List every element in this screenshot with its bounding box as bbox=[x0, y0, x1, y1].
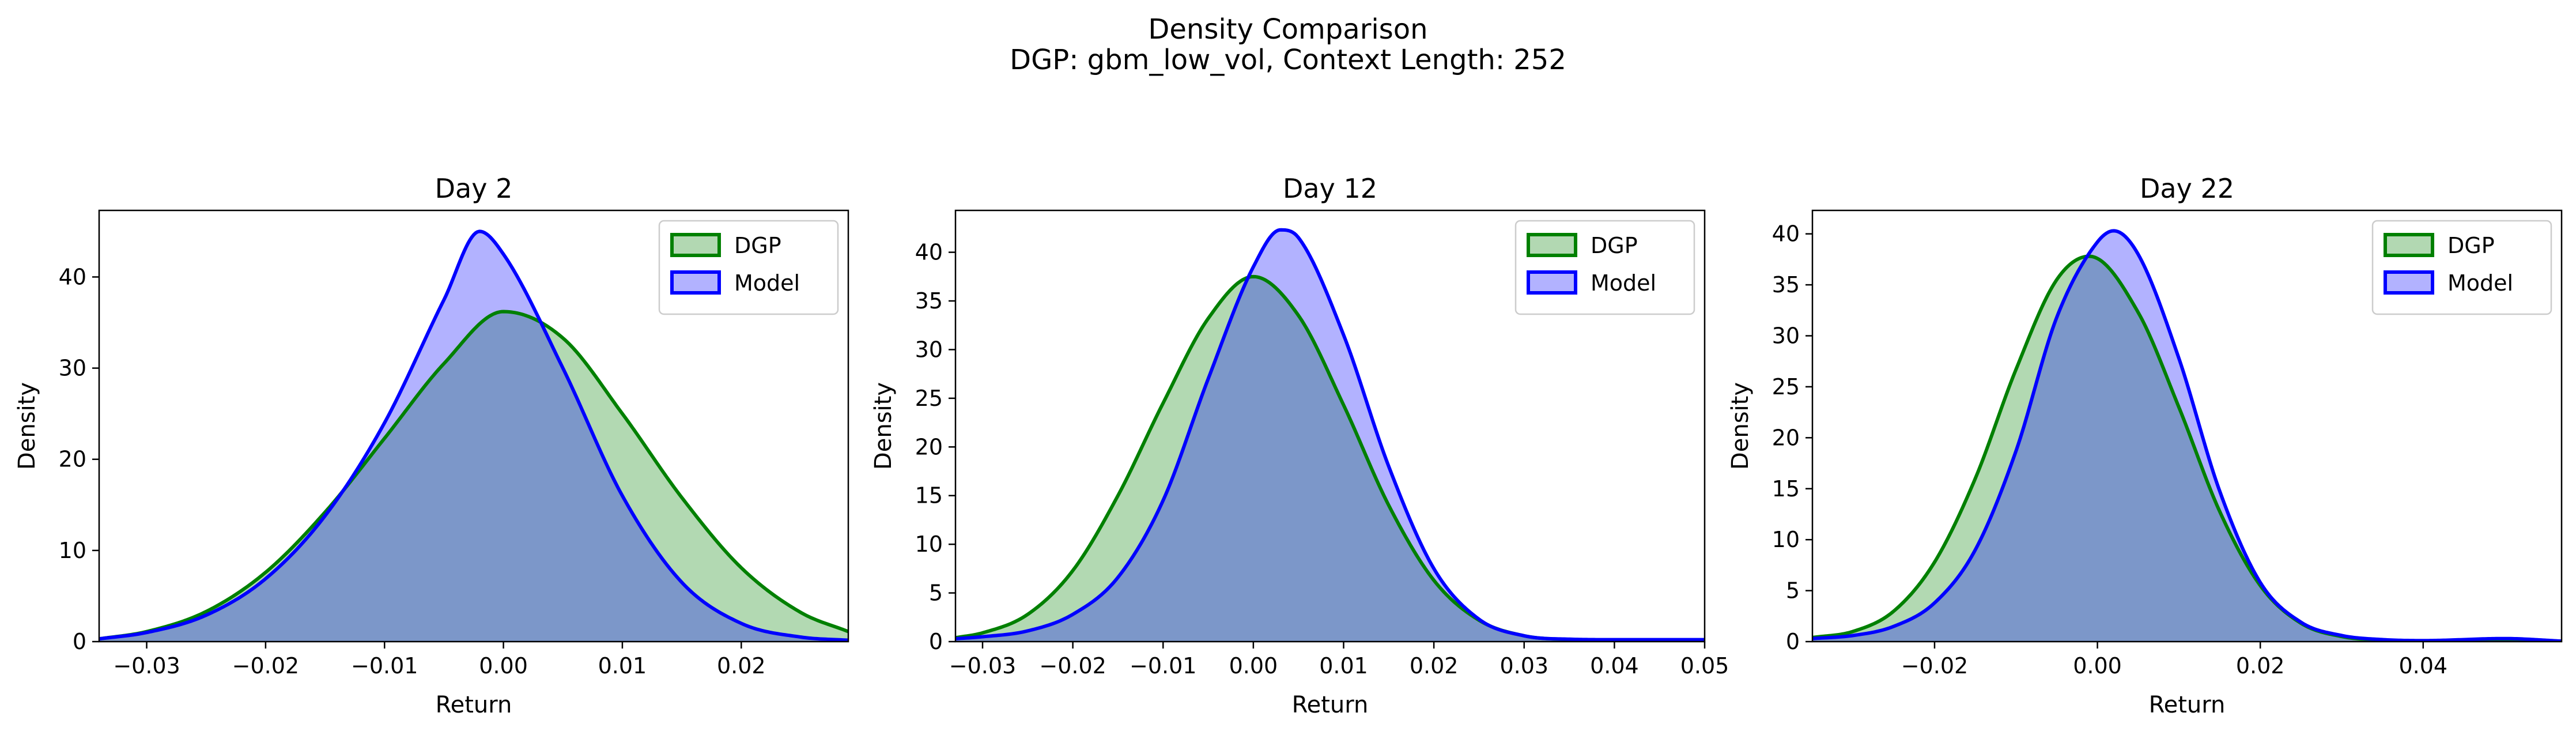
x-tick-label: 0.02 bbox=[717, 653, 766, 679]
x-tick-label: 0.01 bbox=[1319, 653, 1368, 679]
legend: DGP Model bbox=[2371, 220, 2552, 315]
y-tick-label: 30 bbox=[1772, 323, 1800, 349]
dgp-line bbox=[99, 310, 848, 641]
x-tick-label: 0.02 bbox=[1410, 653, 1459, 679]
y-tick-label: 0 bbox=[73, 629, 86, 654]
dgp-area bbox=[1812, 256, 2562, 642]
panel-title: Day 22 bbox=[2140, 173, 2234, 204]
model-line bbox=[955, 228, 1705, 642]
x-tick-label: 0.05 bbox=[1680, 653, 1729, 679]
y-axis-label: Density bbox=[870, 382, 897, 470]
model-line bbox=[99, 229, 848, 642]
x-axis-label: Return bbox=[2149, 692, 2226, 718]
legend: DGP Model bbox=[1514, 220, 1695, 315]
y-tick-label: 40 bbox=[59, 264, 86, 289]
y-tick-label: 40 bbox=[1772, 221, 1800, 247]
y-tick-label: 25 bbox=[1772, 374, 1800, 399]
y-tick-label: 35 bbox=[915, 288, 943, 314]
model-line bbox=[1812, 229, 2562, 642]
axes-frame bbox=[98, 209, 849, 643]
dgp-area bbox=[955, 276, 1705, 642]
y-axis-label: Density bbox=[14, 382, 40, 470]
legend-swatch-dgp bbox=[1527, 233, 1577, 257]
x-tick-label: −0.02 bbox=[1901, 653, 1968, 679]
y-tick-label: 5 bbox=[929, 581, 943, 606]
panel-title: Day 12 bbox=[1283, 173, 1377, 204]
legend-label-model: Model bbox=[1591, 270, 1656, 296]
legend-label-model: Model bbox=[2447, 270, 2513, 296]
legend-label-dgp: DGP bbox=[2447, 233, 2495, 258]
plot-area bbox=[955, 228, 1705, 642]
legend-label-dgp: DGP bbox=[734, 233, 781, 258]
model-area bbox=[955, 229, 1705, 642]
y-tick-label: 15 bbox=[915, 483, 943, 508]
y-tick-label: 20 bbox=[915, 434, 943, 459]
axes-frame bbox=[1811, 209, 2563, 643]
y-tick-label: 0 bbox=[929, 629, 943, 654]
model-area bbox=[99, 231, 848, 642]
y-tick-label: 30 bbox=[59, 356, 86, 381]
x-tick-label: 0.01 bbox=[598, 653, 647, 679]
legend-swatch-dgp bbox=[670, 233, 721, 257]
x-tick-label: 0.00 bbox=[2073, 653, 2122, 679]
panel-2: −0.03 −0.02 −0.01 0.00 0.01 0.02 0.03 0.04 0.05 0… bbox=[870, 173, 1729, 718]
legend-swatch-dgp bbox=[2384, 233, 2434, 257]
x-tick-label: −0.01 bbox=[1130, 653, 1196, 679]
model-area bbox=[1812, 231, 2562, 642]
x-tick-label: 0.04 bbox=[2399, 653, 2447, 679]
x-tick-label: 0.00 bbox=[1229, 653, 1278, 679]
y-axis-label: Density bbox=[1727, 382, 1754, 470]
x-tick-label: −0.03 bbox=[949, 653, 1016, 679]
y-tick-label: 5 bbox=[1786, 578, 1800, 604]
x-tick-label: −0.02 bbox=[1039, 653, 1106, 679]
panel-1: −0.03 −0.02 −0.01 0.00 0.01 0.02 0 10 20 30 40 Day … bbox=[14, 173, 849, 718]
x-axis-label: Return bbox=[436, 692, 512, 718]
y-tick-label: 10 bbox=[59, 538, 86, 563]
x-axis-label: Return bbox=[1292, 692, 1369, 718]
y-tick-label: 10 bbox=[1772, 527, 1800, 552]
panel-3: −0.02 0.00 0.02 0.04 0 5 10 15 20 25 30 35 40 Day 22 R… bbox=[1727, 173, 2563, 718]
legend-label-dgp: DGP bbox=[1591, 233, 1638, 258]
legend-label-model: Model bbox=[734, 270, 800, 296]
panel-title: Day 2 bbox=[435, 173, 513, 204]
y-tick-label: 0 bbox=[1786, 629, 1800, 654]
x-tick-label: −0.03 bbox=[113, 653, 180, 679]
axes-frame bbox=[954, 209, 1706, 643]
y-tick-label: 10 bbox=[915, 532, 943, 557]
y-tick-label: 35 bbox=[1772, 272, 1800, 297]
legend-swatch-model bbox=[1527, 270, 1577, 295]
y-tick-label: 40 bbox=[915, 240, 943, 265]
x-tick-label: 0.04 bbox=[1590, 653, 1639, 679]
y-tick-label: 30 bbox=[915, 337, 943, 362]
legend: DGP Model bbox=[658, 220, 839, 315]
y-tick-label: 15 bbox=[1772, 476, 1800, 502]
plot-area bbox=[99, 229, 848, 642]
y-tick-label: 20 bbox=[59, 447, 86, 472]
x-tick-label: 0.00 bbox=[479, 653, 528, 679]
x-tick-label: 0.03 bbox=[1499, 653, 1548, 679]
y-tick-label: 20 bbox=[1772, 425, 1800, 450]
legend-swatch-model bbox=[670, 270, 721, 295]
x-tick-label: 0.02 bbox=[2236, 653, 2285, 679]
x-tick-label: −0.01 bbox=[351, 653, 418, 679]
x-tick-label: −0.02 bbox=[232, 653, 299, 679]
figure-subtitle: DGP: gbm_low_vol, Context Length: 252 bbox=[1010, 44, 1566, 76]
y-tick-label: 25 bbox=[915, 386, 943, 411]
legend-swatch-model bbox=[2384, 270, 2434, 295]
figure-title: Density Comparison bbox=[1148, 13, 1428, 46]
